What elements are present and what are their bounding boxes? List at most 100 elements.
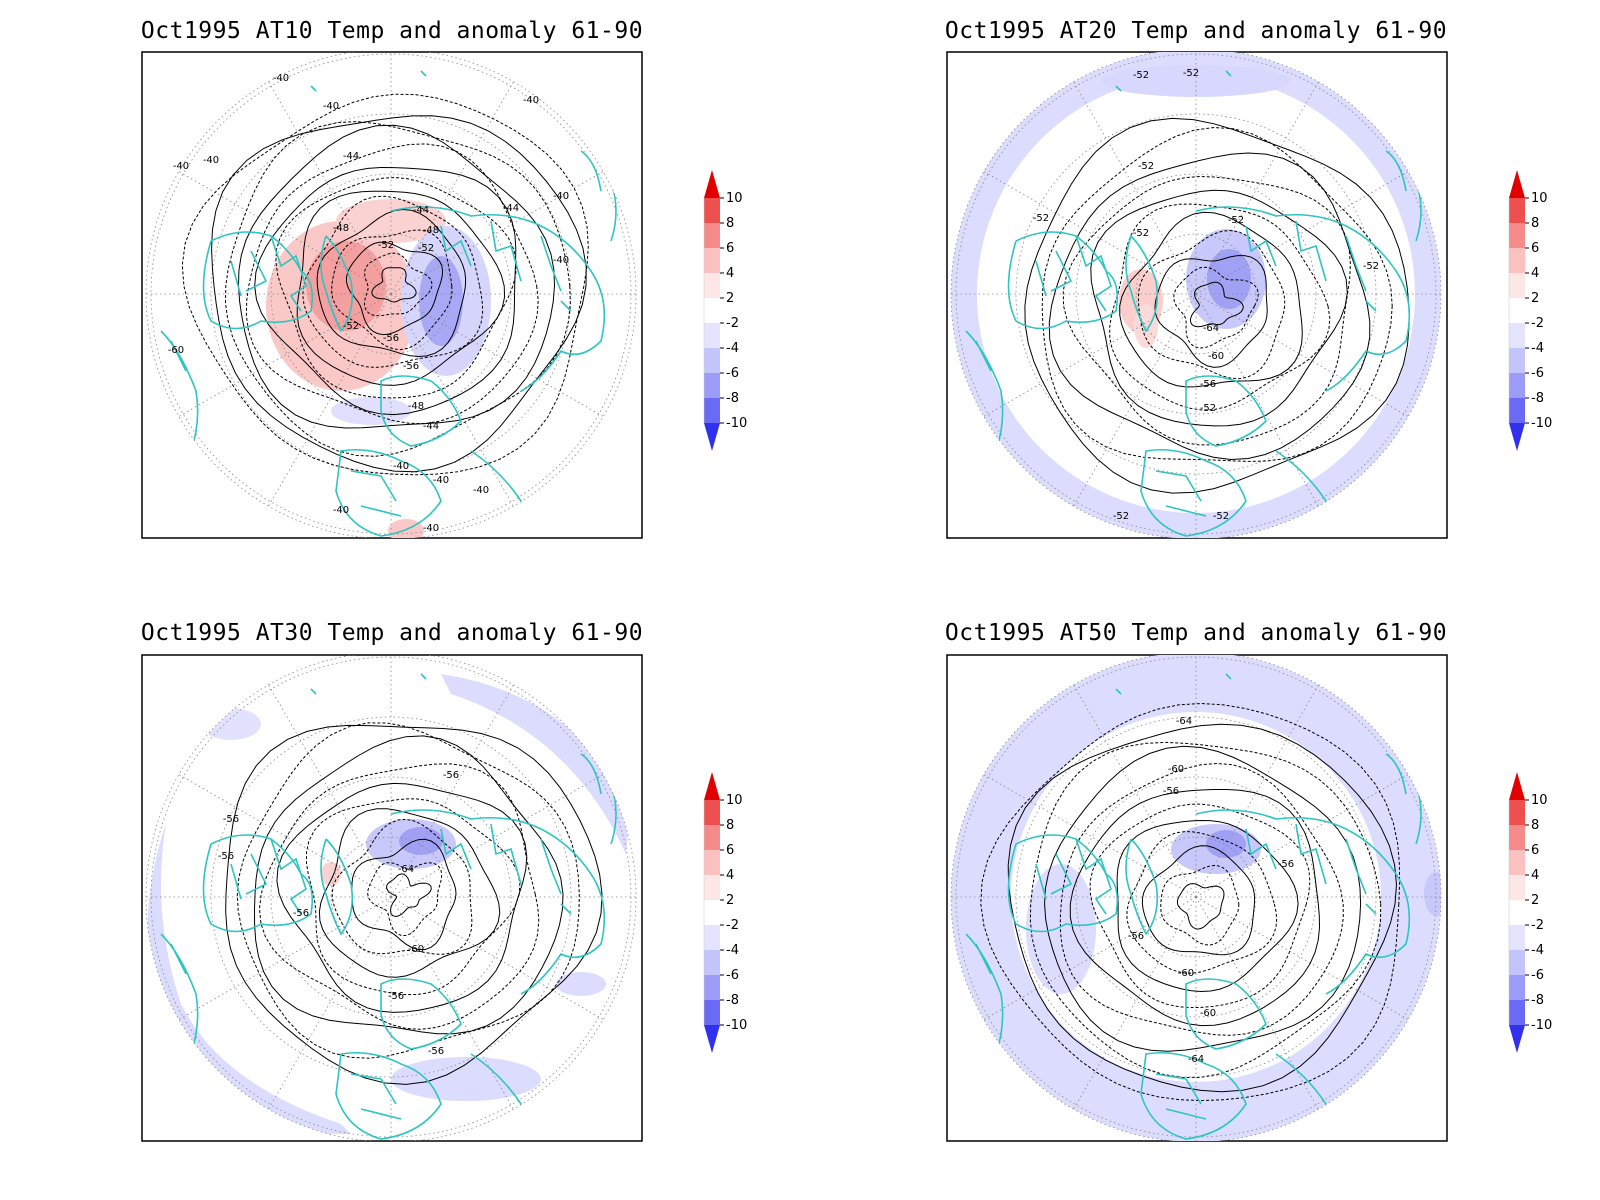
colorbar-arrow-top <box>1509 772 1525 800</box>
colorbar-segment <box>704 800 720 825</box>
colorbar-segment <box>704 298 720 323</box>
colorbar-label: 6 <box>726 241 734 256</box>
isotherm-contour <box>1044 745 1362 1052</box>
contour-label: -64 <box>1203 323 1219 334</box>
polar-map: -64 -60 -56 -56 -56 -60 -60 -64 <box>946 654 1448 1142</box>
colorbar-segment <box>704 198 720 223</box>
panel-title: Oct1995 AT30 Temp and anomaly 61-90 <box>140 620 644 646</box>
colorbar-label: 4 <box>1531 868 1539 883</box>
isotherm-contour <box>302 195 484 368</box>
isotherm-contour <box>1119 211 1303 388</box>
meridian-line <box>1073 81 1197 295</box>
anomaly-region <box>1026 864 1096 994</box>
contour-label: -40 <box>323 101 339 112</box>
colorbar-segment <box>704 273 720 298</box>
colorbar-label: -8 <box>1531 391 1544 406</box>
anomaly-region <box>441 674 631 854</box>
colorbar-label: 10 <box>726 793 743 808</box>
meridian-line <box>390 896 604 1020</box>
latitude-circle <box>270 173 512 415</box>
anomaly-region <box>306 241 386 331</box>
contour-label: -52 <box>1363 261 1379 272</box>
colorbar-label: 8 <box>726 818 734 833</box>
meridian-line <box>268 684 392 898</box>
contour-label: -56 <box>443 770 459 781</box>
isotherm-contour <box>1116 819 1299 993</box>
colorbar-segment <box>1509 975 1525 1000</box>
colorbar-arrow-bottom <box>1509 1025 1525 1053</box>
contour-label: -64 <box>398 864 414 875</box>
meridian-line <box>983 774 1197 898</box>
colorbar-label: -2 <box>1531 316 1544 331</box>
coastlines <box>965 673 1422 1140</box>
coastlines <box>965 70 1422 537</box>
isotherm-contour <box>258 763 540 1030</box>
latitude-circle <box>270 776 512 1018</box>
panel-at10: Oct1995 AT10 Temp and anomaly 61-90 -40 -… <box>0 0 800 600</box>
colorbar-segment <box>1509 875 1525 900</box>
contour-label: -52 <box>1228 215 1244 226</box>
colorbar-segment <box>704 323 720 348</box>
isotherm-contour <box>276 782 528 1013</box>
isotherm-contour <box>363 252 433 317</box>
anomaly-region <box>1206 830 1246 858</box>
colorbar-segment <box>1509 373 1525 398</box>
colorbar-label: 8 <box>1531 216 1539 231</box>
meridian-line <box>390 684 514 898</box>
isotherm-contour <box>331 229 453 351</box>
contour-label: -40 <box>473 485 489 496</box>
contour-label: -56 <box>383 333 399 344</box>
contour-label: -40 <box>423 523 439 534</box>
colorbar-segment <box>1509 1000 1525 1025</box>
contour-label: -56 <box>403 361 419 372</box>
isotherm-contour <box>331 818 473 955</box>
contour-label: -60 <box>1178 968 1194 979</box>
contour-label: -60 <box>1168 764 1184 775</box>
colorbar-segment <box>1509 825 1525 850</box>
meridian-line <box>1195 896 1409 1020</box>
colorbar-arrow-bottom <box>1509 423 1525 451</box>
coastlines <box>160 673 617 1140</box>
colorbar-label: -6 <box>726 366 739 381</box>
meridian-line <box>390 171 604 295</box>
meridian-line <box>268 81 392 295</box>
isotherm-contour <box>1007 723 1398 1093</box>
contour-label: -40 <box>553 191 569 202</box>
isotherm-contour <box>367 862 443 936</box>
isotherm-contour <box>225 724 603 1085</box>
contour-label: -56 <box>388 991 404 1002</box>
contour-label: -56 <box>1128 931 1144 942</box>
colorbar-segment <box>1509 223 1525 248</box>
panel-title: Oct1995 AT20 Temp and anomaly 61-90 <box>944 18 1448 44</box>
colorbar-label: 2 <box>726 893 734 908</box>
isotherm-contour <box>1189 281 1244 328</box>
isotherm-contour <box>211 115 587 473</box>
colorbar-label: -10 <box>726 1018 747 1033</box>
colorbar: 10 8 6 4 2 -2 -4 -6 -8 -10 <box>703 772 747 1053</box>
colorbar-label: -4 <box>1531 341 1544 356</box>
colorbar-label: -8 <box>726 993 739 1008</box>
meridian-line <box>1195 293 1409 417</box>
meridian-line <box>1195 293 1319 507</box>
colorbar-segment <box>704 1000 720 1025</box>
panel-title: Oct1995 AT10 Temp and anomaly 61-90 <box>140 18 644 44</box>
isotherm-contour <box>318 808 501 978</box>
contour-label: -44 <box>413 205 429 216</box>
colorbar-segment <box>1509 323 1525 348</box>
contour-label: -40 <box>553 255 569 266</box>
colorbar-segment <box>704 398 720 423</box>
panel-title: Oct1995 AT50 Temp and anomaly 61-90 <box>944 620 1448 646</box>
isotherm-contour <box>386 873 432 918</box>
meridian-line <box>1195 684 1319 898</box>
meridian-line <box>1073 896 1197 1110</box>
isotherm-contour <box>1176 883 1225 930</box>
isotherm-contour <box>1062 175 1351 446</box>
colorbar-segment <box>1509 348 1525 373</box>
colorbar-label: 4 <box>1531 266 1539 281</box>
contour-label: -52 <box>1138 161 1154 172</box>
anomaly-region <box>951 655 1441 1141</box>
isotherm-contour <box>236 722 580 1059</box>
contour-label: -52 <box>1033 213 1049 224</box>
colorbar-segment <box>1509 950 1525 975</box>
